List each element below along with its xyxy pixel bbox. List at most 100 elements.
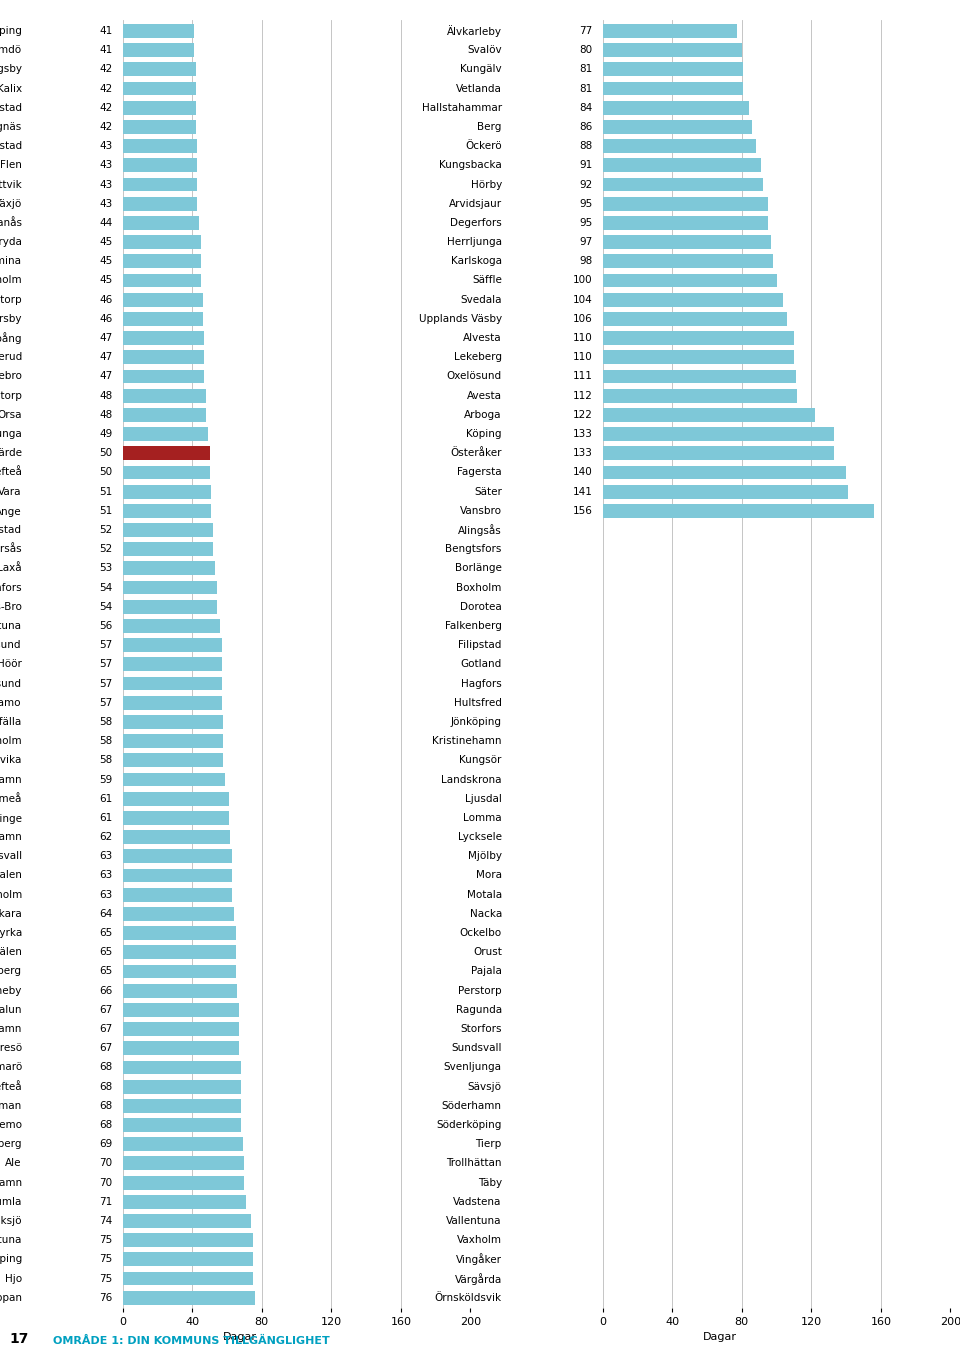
Text: Tyresö: Tyresö (0, 1043, 22, 1053)
Text: 141: 141 (572, 487, 592, 496)
Text: 81: 81 (579, 83, 592, 94)
Text: Trollhättan: Trollhättan (446, 1159, 502, 1168)
Text: Arboga: Arboga (465, 409, 502, 420)
Text: 71: 71 (99, 1197, 112, 1206)
Text: 63: 63 (99, 870, 112, 880)
Text: Vansbro: Vansbro (460, 506, 502, 515)
Bar (603, 24, 736, 38)
X-axis label: Dagar: Dagar (703, 1331, 737, 1341)
Bar (123, 945, 235, 959)
Text: 43: 43 (99, 199, 112, 208)
Text: 140: 140 (572, 468, 592, 477)
Text: Falun: Falun (0, 1005, 22, 1015)
Bar (603, 82, 743, 95)
Bar (123, 1118, 241, 1132)
Text: 42: 42 (99, 103, 112, 113)
Text: 46: 46 (99, 295, 112, 305)
Bar (123, 1195, 246, 1209)
Bar (603, 197, 768, 211)
Bar (603, 235, 771, 249)
Text: Flen: Flen (0, 160, 22, 170)
Bar (123, 657, 222, 672)
Text: Hudiksvall: Hudiksvall (0, 851, 22, 861)
Text: Ånge: Ånge (0, 505, 22, 517)
Bar (123, 216, 199, 230)
Text: Vilhelmina: Vilhelmina (0, 256, 22, 267)
Bar (603, 101, 749, 114)
Text: Järfälla: Järfälla (0, 717, 22, 728)
Text: Tierp: Tierp (475, 1140, 502, 1149)
Text: Kungälv: Kungälv (460, 64, 502, 75)
Bar (123, 1175, 245, 1190)
Text: 54: 54 (99, 601, 112, 612)
Text: Katrineholm: Katrineholm (0, 736, 22, 747)
Text: 68: 68 (99, 1062, 112, 1073)
Text: Östra Göinge: Östra Göinge (0, 812, 22, 824)
Text: Värnamo: Värnamo (0, 698, 22, 707)
Text: Sundsvall: Sundsvall (451, 1043, 502, 1053)
Text: Grästorp: Grästorp (0, 390, 22, 401)
Bar (123, 44, 194, 57)
Text: 43: 43 (99, 141, 112, 151)
Text: 54: 54 (99, 582, 112, 593)
Text: 61: 61 (99, 813, 112, 823)
Text: Karlskoga: Karlskoga (451, 256, 502, 267)
Text: Borlänge: Borlänge (455, 563, 502, 574)
Text: Orsa: Orsa (0, 409, 22, 420)
Bar (123, 1042, 239, 1055)
Bar (603, 427, 834, 441)
Text: Sollefteå: Sollefteå (0, 468, 22, 477)
Text: Simrishamn: Simrishamn (0, 1024, 22, 1034)
Text: Klippan: Klippan (0, 1293, 22, 1303)
Text: 65: 65 (99, 928, 112, 938)
Text: Alingsås: Alingsås (458, 524, 502, 536)
Text: Högsby: Högsby (0, 64, 22, 75)
Text: 58: 58 (99, 717, 112, 728)
Text: Skellefteå: Skellefteå (0, 1081, 22, 1092)
Text: 65: 65 (99, 967, 112, 976)
Bar (123, 1214, 252, 1228)
Text: Nyköping: Nyköping (0, 26, 22, 35)
Text: 47: 47 (99, 371, 112, 381)
Text: 133: 133 (572, 449, 592, 458)
Text: 84: 84 (579, 103, 592, 113)
Text: Älvkarleby: Älvkarleby (446, 24, 502, 37)
Text: Örebro: Örebro (0, 371, 22, 381)
Bar (123, 254, 201, 268)
Text: 66: 66 (99, 986, 112, 996)
Text: Vallentuna: Vallentuna (446, 1216, 502, 1225)
Text: Fagersta: Fagersta (457, 468, 502, 477)
Text: Österåker: Österåker (450, 449, 502, 458)
Text: 43: 43 (99, 180, 112, 189)
Text: Rättvik: Rättvik (0, 180, 22, 189)
Text: Ale: Ale (5, 1159, 22, 1168)
Text: 41: 41 (99, 26, 112, 35)
Bar (123, 926, 235, 940)
Text: Lekeberg: Lekeberg (454, 352, 502, 362)
Bar (123, 427, 207, 441)
Text: 17: 17 (10, 1333, 29, 1346)
Text: 75: 75 (99, 1254, 112, 1265)
Text: Svenljunga: Svenljunga (444, 1062, 502, 1073)
Bar (123, 524, 213, 537)
Text: 122: 122 (572, 409, 592, 420)
Bar (123, 370, 204, 384)
Text: 65: 65 (99, 948, 112, 957)
Text: Mellerud: Mellerud (0, 352, 22, 362)
Text: Täby: Täby (478, 1178, 502, 1187)
Bar (603, 273, 777, 287)
Text: 67: 67 (99, 1024, 112, 1034)
Bar (123, 811, 228, 824)
Text: Botkyrka: Botkyrka (0, 928, 22, 938)
Text: 50: 50 (99, 468, 112, 477)
Text: Staffanstorp: Staffanstorp (0, 295, 22, 305)
Text: Hagfors: Hagfors (461, 679, 502, 688)
Text: Mora: Mora (476, 870, 502, 880)
Text: Filipstad: Filipstad (458, 641, 502, 650)
Text: 41: 41 (99, 45, 112, 56)
Bar (603, 178, 762, 192)
Bar (123, 389, 206, 403)
Text: 56: 56 (99, 622, 112, 631)
Text: 51: 51 (99, 487, 112, 496)
Text: Eskilstuna: Eskilstuna (0, 1235, 22, 1246)
